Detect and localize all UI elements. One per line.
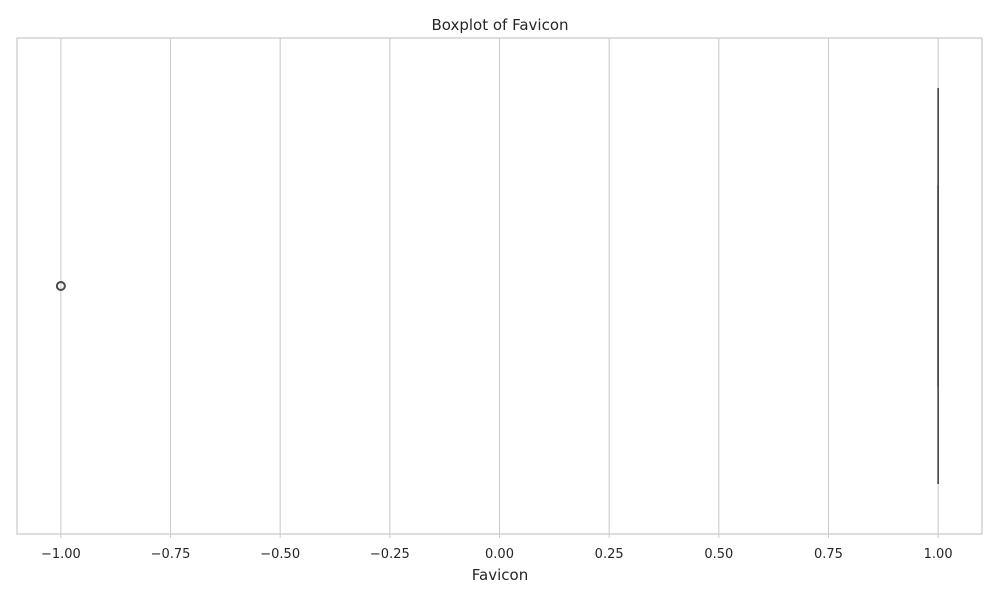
- x-tick-label: 0.25: [595, 547, 624, 562]
- outlier-point: [55, 281, 66, 291]
- chart-title: Boxplot of Favicon: [431, 16, 568, 34]
- x-tick-label: 1.00: [924, 547, 953, 562]
- x-tick-label: 0.00: [485, 547, 514, 562]
- box-series: [55, 88, 939, 484]
- x-tick-label: 0.75: [814, 547, 843, 562]
- x-tick-label: −0.75: [151, 547, 191, 562]
- grid-lines: [60, 38, 939, 534]
- x-tick-label: −0.25: [370, 547, 410, 562]
- x-tick-label: −1.00: [41, 547, 81, 562]
- x-axis-label: Favicon: [472, 566, 528, 584]
- x-tick-label: 0.50: [704, 547, 733, 562]
- x-axis-ticks: −1.00 −0.75 −0.50 −0.25 0.00 0.25 0.50 0.75 1.00: [41, 534, 953, 562]
- x-tick-label: −0.50: [260, 547, 300, 562]
